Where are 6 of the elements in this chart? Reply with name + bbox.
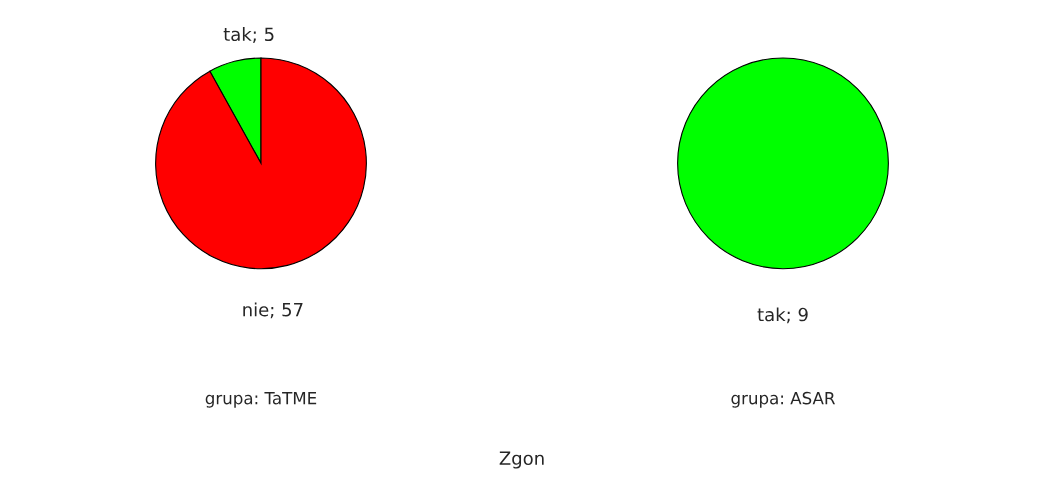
slice-label: tak; 5 <box>223 27 274 43</box>
slice-label: nie; 57 <box>243 302 303 319</box>
text: grupa: ASAR <box>731 391 836 408</box>
text: Zgon <box>499 451 544 469</box>
slice-label: tak; 9 <box>757 307 808 324</box>
text: grupa: TaTME <box>205 392 317 408</box>
